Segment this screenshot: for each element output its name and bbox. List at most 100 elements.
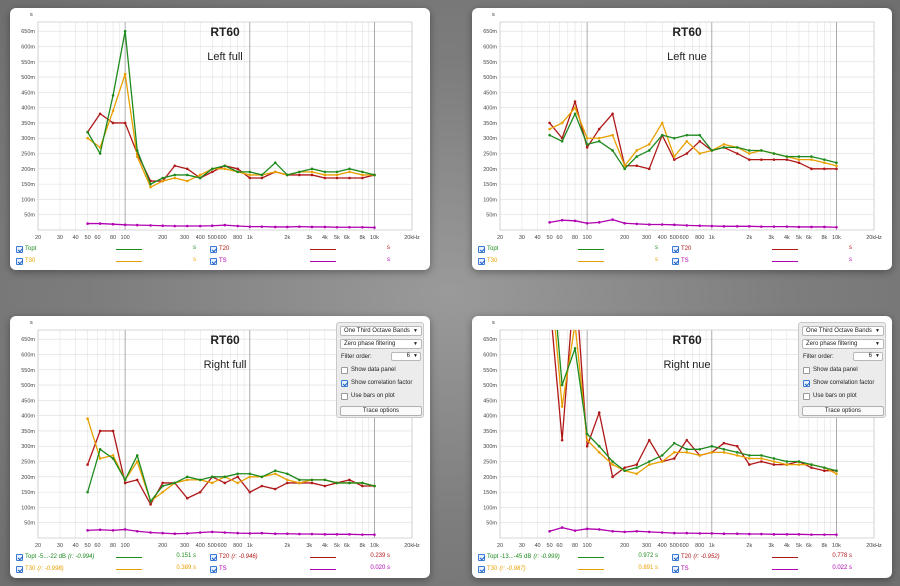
x-tick-label: 60 bbox=[94, 235, 100, 241]
data-point-topt bbox=[373, 484, 376, 488]
data-point-t30 bbox=[611, 133, 614, 137]
legend-checkbox[interactable] bbox=[16, 245, 23, 253]
data-point-t30 bbox=[273, 472, 277, 476]
data-point-t30 bbox=[823, 161, 826, 165]
filter-order-select[interactable]: 6 ▼ bbox=[391, 352, 421, 361]
x-tick-label: 400 bbox=[196, 543, 205, 549]
legend-checkbox[interactable] bbox=[210, 553, 217, 561]
data-point-t20 bbox=[672, 158, 676, 161]
data-point-topt bbox=[98, 152, 102, 155]
legend-item-t30[interactable]: T30 bbox=[478, 256, 497, 266]
data-point-topt bbox=[111, 94, 115, 97]
legend-item-topt[interactable]: Topt -13...-45 dB (r: -0.999) bbox=[478, 552, 560, 562]
x-tick-label: 40 bbox=[72, 235, 78, 241]
data-point-t20 bbox=[348, 478, 351, 482]
trace-options-button[interactable]: Trace options bbox=[340, 406, 422, 416]
legend-item-topt[interactable]: Topt bbox=[478, 244, 498, 254]
show-data-panel-checkbox[interactable] bbox=[341, 366, 348, 374]
data-point-t20 bbox=[173, 164, 177, 168]
data-point-t30 bbox=[698, 152, 702, 155]
filter-select[interactable]: Zero phase filtering ▼ bbox=[802, 339, 884, 349]
chart-annotation: Left nue bbox=[667, 51, 707, 63]
data-point-t30 bbox=[760, 457, 763, 460]
legend-checkbox[interactable] bbox=[16, 257, 23, 265]
series-t30 bbox=[86, 417, 376, 503]
plot-frame bbox=[499, 329, 875, 539]
legend-checkbox[interactable] bbox=[478, 257, 485, 265]
legend-item-t20[interactable]: T20 (r: -0.952) bbox=[672, 552, 720, 562]
x-tick-label: 4k bbox=[784, 235, 790, 241]
legend-item-t30[interactable]: T30 bbox=[16, 256, 35, 266]
data-point-t20 bbox=[597, 127, 601, 131]
legend-checkbox[interactable] bbox=[16, 553, 23, 561]
data-point-ts bbox=[310, 225, 314, 229]
legend-checkbox[interactable] bbox=[16, 565, 23, 573]
legend-item-ts[interactable]: TS bbox=[672, 564, 689, 574]
x-tick-label: 8k bbox=[821, 235, 827, 241]
legend-label: Topt -13...-45 dB bbox=[487, 554, 532, 560]
data-point-topt bbox=[185, 475, 189, 479]
show-correlation-option[interactable]: Show correlation factor bbox=[341, 378, 412, 388]
legend-checkbox[interactable] bbox=[210, 565, 217, 573]
y-tick-label: 200m bbox=[21, 475, 35, 481]
legend-item-t20[interactable]: T20 (r: -0.946) bbox=[210, 552, 258, 562]
data-point-ts bbox=[823, 225, 826, 229]
filter-order-value: 6 bbox=[406, 353, 410, 359]
use-bars-option[interactable]: Use bars on plot bbox=[341, 391, 395, 401]
filter-select[interactable]: Zero phase filtering ▼ bbox=[340, 339, 422, 349]
show-data-panel-checkbox[interactable] bbox=[803, 366, 810, 374]
band-select[interactable]: One Third Octave Bands ▼ bbox=[802, 326, 884, 336]
data-point-topt bbox=[660, 133, 664, 137]
legend-checkbox[interactable] bbox=[672, 245, 679, 253]
data-point-t20 bbox=[98, 429, 102, 433]
show-data-panel-option[interactable]: Show data panel bbox=[341, 365, 396, 375]
show-correlation-checkbox[interactable] bbox=[341, 379, 348, 387]
legend-item-ts[interactable]: TS bbox=[210, 564, 227, 574]
use-bars-checkbox[interactable] bbox=[803, 392, 810, 400]
data-point-ts bbox=[797, 225, 801, 229]
legend-item-ts[interactable]: TS bbox=[672, 256, 689, 266]
legend-item-t20[interactable]: T20 bbox=[210, 244, 229, 254]
legend-checkbox[interactable] bbox=[210, 245, 217, 253]
data-point-ts bbox=[772, 533, 776, 536]
legend-checkbox[interactable] bbox=[672, 257, 679, 265]
data-point-t20 bbox=[260, 484, 264, 488]
legend-checkbox[interactable] bbox=[672, 553, 679, 561]
legend-item-topt[interactable]: Topt bbox=[16, 244, 36, 254]
trace-options-button[interactable]: Trace options bbox=[802, 406, 884, 416]
chart-annotation: Left full bbox=[207, 51, 242, 63]
legend-item-t20[interactable]: T20 bbox=[672, 244, 691, 254]
data-point-t20 bbox=[185, 167, 189, 171]
data-point-ts bbox=[260, 531, 264, 535]
data-point-ts bbox=[710, 224, 714, 228]
data-point-t30 bbox=[223, 167, 227, 171]
x-tick-label: 200 bbox=[620, 543, 629, 549]
data-point-t20 bbox=[623, 466, 626, 469]
use-bars-checkbox[interactable] bbox=[341, 392, 348, 400]
show-correlation-option[interactable]: Show correlation factor bbox=[803, 378, 874, 388]
band-select[interactable]: One Third Octave Bands ▼ bbox=[340, 326, 422, 336]
data-point-t20 bbox=[198, 490, 202, 494]
data-point-t30 bbox=[772, 460, 776, 463]
y-tick-label: 400m bbox=[21, 106, 35, 112]
legend-checkbox[interactable] bbox=[210, 257, 217, 265]
show-data-panel-option[interactable]: Show data panel bbox=[803, 365, 858, 375]
data-point-ts bbox=[623, 221, 626, 225]
legend-item-ts[interactable]: TS bbox=[210, 256, 227, 266]
show-correlation-checkbox[interactable] bbox=[803, 379, 810, 387]
filter-order-select[interactable]: 6 ▼ bbox=[853, 352, 883, 361]
data-point-topt bbox=[86, 490, 89, 494]
data-point-topt bbox=[86, 130, 89, 134]
data-point-topt bbox=[735, 146, 739, 149]
legend-checkbox[interactable] bbox=[672, 565, 679, 573]
data-point-topt bbox=[710, 444, 714, 448]
legend-item-t30[interactable]: T30 (r: -0.987) bbox=[478, 564, 526, 574]
legend-item-t30[interactable]: T30 (r: -0.998) bbox=[16, 564, 64, 574]
data-point-topt bbox=[597, 139, 601, 143]
legend-checkbox[interactable] bbox=[478, 565, 485, 573]
legend-item-topt[interactable]: Topt -5...-22 dB (r: -0.994) bbox=[16, 552, 94, 562]
legend-checkbox[interactable] bbox=[478, 245, 485, 253]
legend-checkbox[interactable] bbox=[478, 553, 485, 561]
data-point-t30 bbox=[236, 481, 240, 485]
use-bars-option[interactable]: Use bars on plot bbox=[803, 391, 857, 401]
